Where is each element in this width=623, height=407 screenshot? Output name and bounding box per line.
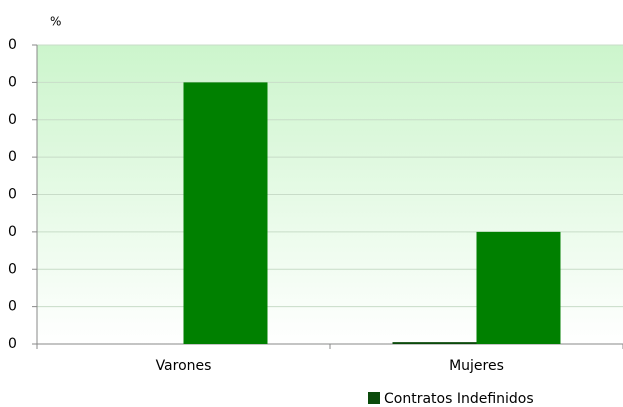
y-tick-label: 0 bbox=[8, 261, 17, 277]
bar bbox=[183, 82, 268, 344]
y-tick-label: 0 bbox=[8, 74, 17, 90]
y-tick-label: 0 bbox=[8, 336, 17, 352]
bar bbox=[476, 231, 561, 344]
y-tick-label: 0 bbox=[8, 37, 17, 53]
bar bbox=[392, 342, 477, 344]
x-tick-label: Mujeres bbox=[449, 358, 504, 374]
y-tick-label: 0 bbox=[8, 299, 17, 315]
y-tick-label: 0 bbox=[8, 187, 17, 203]
y-tick-label: 0 bbox=[8, 112, 17, 128]
y-tick-label: 0 bbox=[8, 224, 17, 240]
y-axis-label: % bbox=[50, 15, 61, 29]
x-tick-label: Varones bbox=[156, 358, 212, 374]
legend-label: Contratos Indefinidos bbox=[384, 391, 534, 407]
legend-swatch bbox=[368, 392, 380, 404]
y-tick-label: 0 bbox=[8, 149, 17, 165]
